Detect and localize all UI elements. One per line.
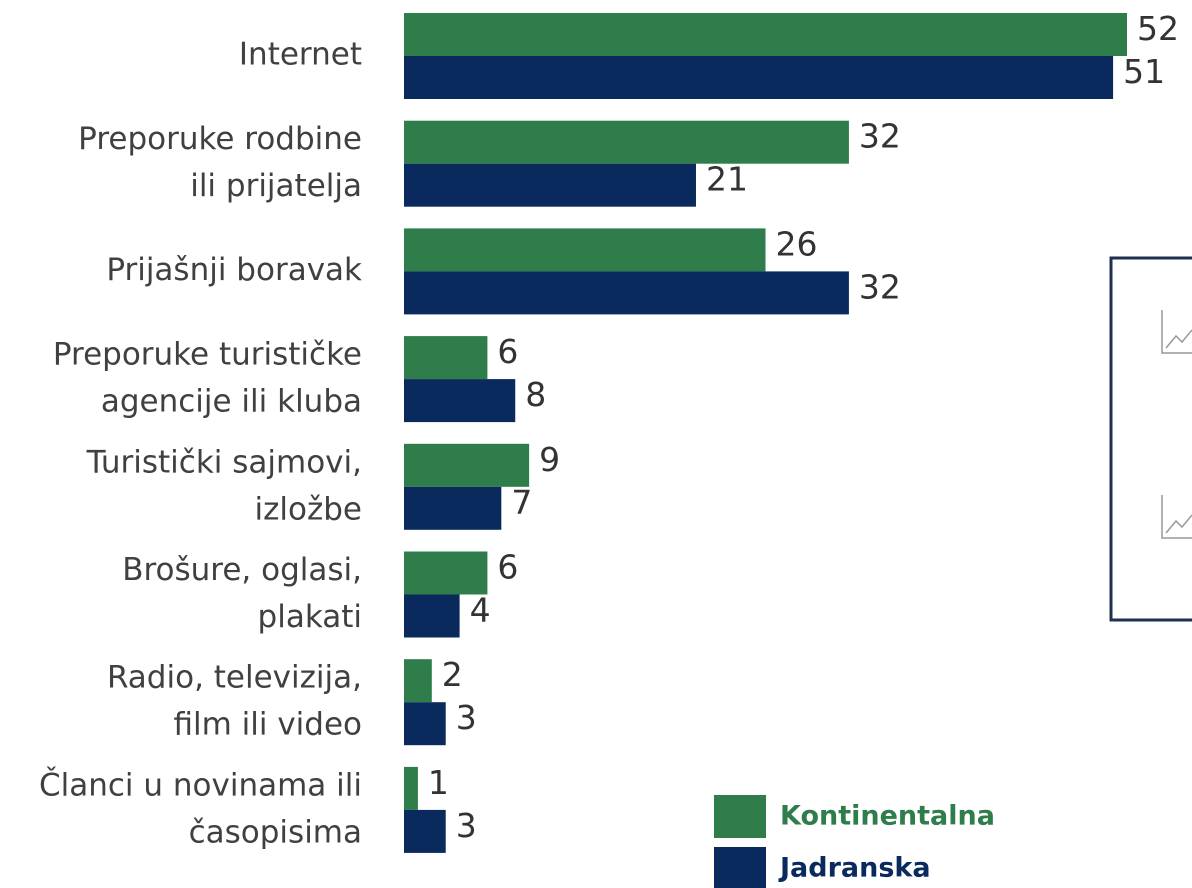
category-label: Preporuke rodbine ili prijatelja [78, 121, 362, 204]
bar [404, 594, 460, 638]
value-label: 3 [456, 806, 477, 845]
category-label: Preporuke turističke agencije ili kluba [53, 336, 362, 419]
value-label: 26 [776, 224, 818, 263]
value-label: 32 [859, 117, 901, 156]
bar [404, 486, 502, 530]
value-label: 2 [442, 655, 463, 694]
category-label: Internet [239, 37, 362, 73]
bar [404, 228, 766, 272]
bar [404, 336, 488, 380]
bar [404, 702, 446, 746]
value-label: 21 [706, 160, 748, 199]
bar [404, 271, 849, 315]
legend-label: Kontinentalna [780, 801, 995, 832]
value-label: 4 [470, 591, 491, 630]
value-label: 3 [456, 698, 477, 737]
category-label: Prijašnji boravak [106, 252, 362, 288]
value-label: 32 [859, 267, 901, 306]
value-label: 7 [511, 483, 532, 522]
category-label: Turistički sajmovi, izložbe [86, 444, 362, 527]
bar [404, 659, 432, 703]
category-label: Članci u novinama ili časopisima [39, 766, 362, 850]
value-label: 1 [428, 763, 449, 802]
legend-swatch [714, 847, 766, 888]
value-label: 51 [1123, 52, 1165, 91]
value-label: 6 [497, 332, 518, 371]
side-panel [1109, 256, 1192, 622]
bar [404, 120, 849, 164]
category-label: Brošure, oglasi, plakati [122, 552, 362, 635]
bar [404, 13, 1127, 56]
bar [404, 163, 696, 207]
bar [404, 379, 516, 423]
value-label: 6 [497, 548, 518, 587]
value-label: 52 [1137, 9, 1179, 48]
category-label: Radio, televizija, film ili video [107, 659, 362, 742]
value-label: 9 [539, 440, 560, 479]
legend-label: Jadranska [778, 853, 931, 884]
bar [404, 56, 1114, 99]
bar [404, 443, 530, 487]
legend-swatch [714, 795, 766, 838]
bar [404, 551, 488, 595]
bar [404, 809, 446, 853]
value-label: 8 [525, 375, 546, 414]
bar [404, 766, 418, 810]
